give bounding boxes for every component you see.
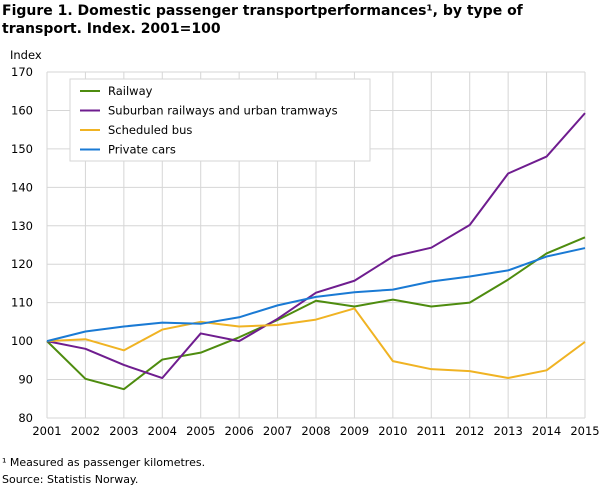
series-line — [46, 112, 586, 380]
y-tick-label: 140 — [11, 180, 33, 194]
legend-label: Railway — [108, 84, 153, 98]
legend-box — [69, 78, 371, 162]
legend-label: Private cars — [108, 143, 176, 157]
y-tick-label: 110 — [11, 296, 33, 310]
y-tick-label: 130 — [11, 219, 33, 233]
x-tick-label: 2012 — [455, 424, 484, 438]
x-tick-label: 2002 — [71, 424, 100, 438]
x-tick-label: 2011 — [417, 424, 446, 438]
x-tick-label: 2015 — [570, 424, 599, 438]
legend-label: Scheduled bus — [108, 123, 192, 137]
y-tick-label: 80 — [18, 411, 33, 425]
y-tick-label: 120 — [11, 257, 33, 271]
x-tick-label: 2008 — [301, 424, 330, 438]
x-tick-label: 2007 — [263, 424, 292, 438]
legend-label: Suburban railways and urban tramways — [108, 104, 338, 118]
x-tick-label: 2003 — [109, 424, 138, 438]
x-tick-label: 2009 — [340, 424, 369, 438]
y-tick-label: 150 — [11, 142, 33, 156]
footnote: ¹ Measured as passenger kilometres. — [2, 456, 206, 469]
x-tick-label: 2006 — [225, 424, 254, 438]
x-tick-label: 2014 — [532, 424, 561, 438]
y-tick-label: 170 — [11, 65, 33, 79]
chart-title: Figure 1. Domestic passenger transportpe… — [2, 3, 523, 37]
x-tick-label: 2004 — [148, 424, 177, 438]
y-tick-label: 100 — [11, 334, 33, 348]
series-line — [46, 236, 586, 391]
y-axis-label: Index — [10, 48, 42, 62]
source-note: Source: Statistis Norway. — [2, 473, 139, 486]
series-line — [46, 247, 586, 343]
x-tick-label: 2010 — [378, 424, 407, 438]
series-line — [46, 307, 586, 380]
y-tick-label: 90 — [18, 373, 33, 387]
x-tick-label: 2001 — [32, 424, 61, 438]
y-tick-label: 160 — [11, 103, 33, 117]
x-tick-label: 2005 — [186, 424, 215, 438]
x-tick-label: 2013 — [494, 424, 523, 438]
